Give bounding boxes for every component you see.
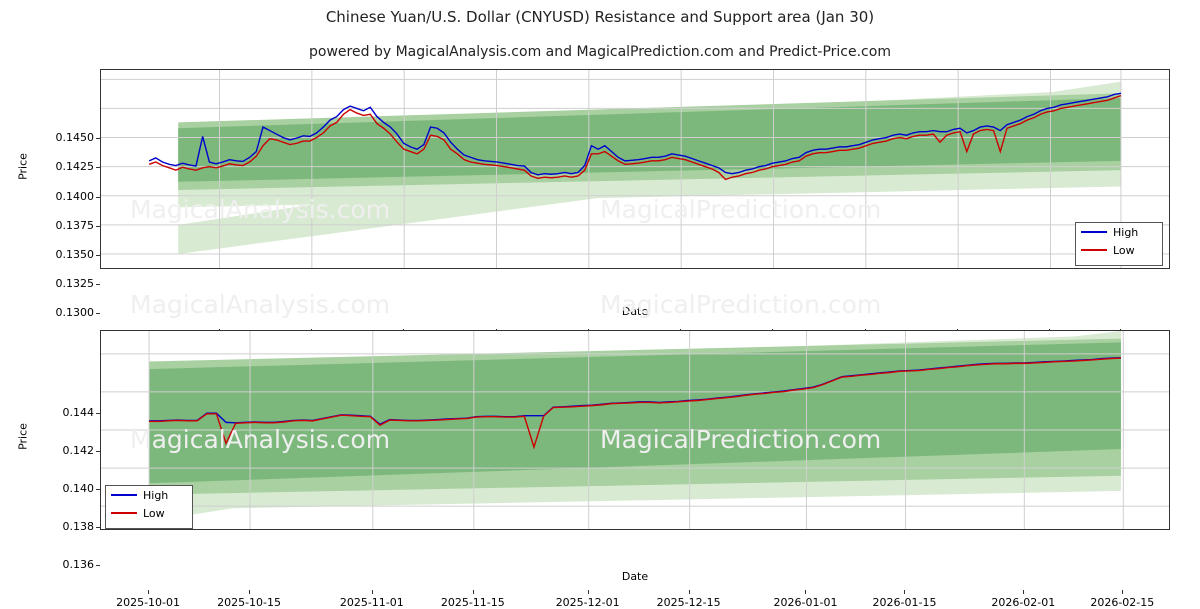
- y-tick-mark: [96, 565, 100, 567]
- x-tick-mark: [249, 590, 251, 594]
- y-tick-mark: [96, 138, 100, 140]
- legend-label-low-lower: Low: [143, 506, 165, 520]
- high-line-swatch: [1081, 231, 1107, 233]
- upper-y-axis-label: Price: [16, 153, 30, 180]
- low-line-swatch: [1081, 249, 1107, 251]
- y-tick-label: 0.1375: [55, 218, 95, 232]
- y-tick-mark: [96, 412, 100, 414]
- upper-legend: High Low: [1075, 222, 1163, 266]
- y-tick-label: 0.136: [62, 558, 95, 572]
- lower-x-axis-label: Date: [621, 570, 649, 583]
- legend-row-low-lower: Low: [106, 504, 192, 522]
- x-tick-label: 2025-10-01: [116, 596, 181, 609]
- page-title: Chinese Yuan/U.S. Dollar (CNYUSD) Resist…: [325, 8, 875, 26]
- y-tick-label: 0.142: [62, 443, 95, 457]
- y-tick-label: 0.1425: [55, 160, 95, 174]
- upper-plot-area: [100, 69, 1170, 269]
- x-tick-label: 2026-01-01: [773, 596, 838, 609]
- y-tick-mark: [96, 313, 100, 315]
- legend-row-high-lower: High: [106, 486, 192, 504]
- legend-label-low: Low: [1113, 243, 1135, 257]
- y-tick-label: 0.1400: [55, 189, 95, 203]
- legend-label-high-lower: High: [143, 488, 169, 502]
- low-line-swatch-lower: [111, 512, 137, 514]
- lower-plot-area: [100, 330, 1170, 530]
- y-tick-label: 0.144: [62, 405, 95, 419]
- lower-y-axis-label: Price: [16, 423, 30, 450]
- y-tick-label: 0.1450: [55, 131, 95, 145]
- y-tick-label: 0.1300: [55, 306, 95, 320]
- y-tick-mark: [96, 225, 100, 227]
- y-tick-label: 0.1325: [55, 276, 95, 290]
- y-tick-mark: [96, 489, 100, 490]
- y-tick-mark: [96, 527, 100, 529]
- x-tick-label: 2025-11-15: [440, 596, 505, 609]
- x-tick-mark: [148, 590, 150, 594]
- high-line-swatch-lower: [111, 494, 137, 496]
- page-subtitle: powered by MagicalAnalysis.com and Magic…: [309, 44, 891, 60]
- legend-row-low: Low: [1076, 241, 1162, 259]
- upper-x-axis-label: Date: [621, 305, 649, 318]
- legend-row-high: High: [1076, 223, 1162, 241]
- lower-legend: High Low: [105, 485, 193, 529]
- x-tick-label: 2025-11-01: [339, 596, 404, 609]
- x-tick-mark: [1023, 590, 1025, 594]
- y-tick-label: 0.138: [62, 520, 95, 534]
- y-tick-label: 0.1350: [55, 247, 95, 261]
- x-tick-mark: [805, 590, 807, 594]
- y-tick-mark: [96, 254, 100, 256]
- y-tick-mark: [96, 450, 100, 452]
- x-tick-mark: [472, 590, 474, 594]
- x-tick-label: 2026-02-01: [991, 596, 1056, 609]
- x-tick-mark: [1122, 590, 1124, 594]
- y-tick-label: 0.140: [62, 482, 95, 495]
- x-tick-label: 2026-02-15: [1090, 596, 1155, 609]
- x-tick-mark: [371, 590, 373, 594]
- legend-label-high: High: [1113, 225, 1139, 239]
- x-tick-mark: [904, 590, 906, 594]
- x-tick-mark: [587, 590, 589, 594]
- x-tick-label: 2025-12-15: [656, 596, 721, 609]
- y-tick-mark: [96, 283, 100, 285]
- x-tick-mark: [688, 590, 690, 594]
- x-tick-label: 2025-10-15: [217, 596, 282, 609]
- x-tick-label: 2026-01-15: [872, 596, 937, 609]
- y-tick-mark: [96, 167, 100, 169]
- y-tick-mark: [96, 196, 100, 198]
- x-tick-label: 2025-12-01: [555, 596, 620, 609]
